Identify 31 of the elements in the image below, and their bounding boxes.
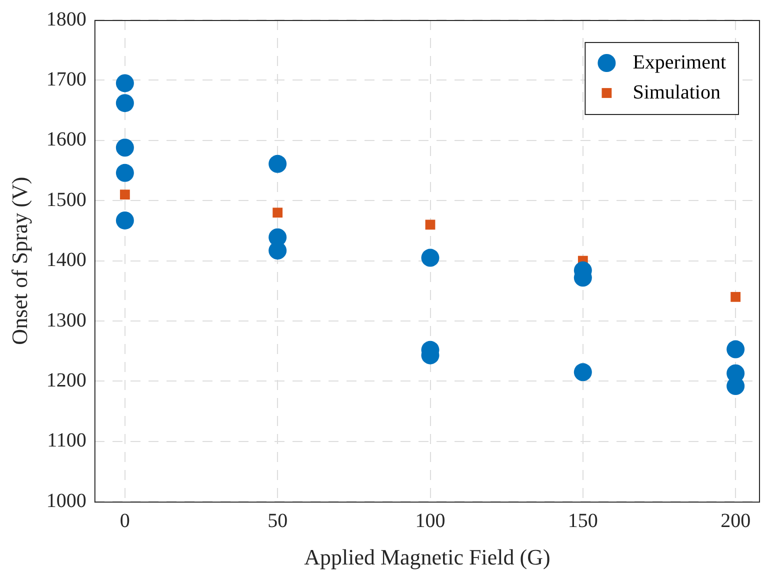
point: [116, 74, 134, 92]
x-tick-label: 50: [268, 510, 288, 532]
point: [116, 138, 134, 157]
legend-label: Simulation: [632, 81, 720, 104]
point: [574, 363, 592, 382]
y-tick-label: 1200: [46, 369, 86, 392]
y-tick-label: 1700: [46, 68, 86, 90]
y-tick-label: 1300: [46, 309, 86, 332]
y-axis-title: Onset of Spray (V): [6, 176, 32, 345]
x-tick-label: 0: [120, 510, 130, 532]
point: [730, 292, 741, 302]
x-tick-label: 200: [720, 510, 751, 532]
point: [116, 211, 134, 230]
y-tick-label: 1500: [46, 188, 86, 211]
point: [116, 94, 134, 112]
point: [116, 164, 134, 182]
point: [425, 220, 436, 230]
y-tick-label: 1400: [46, 249, 86, 272]
y-tick-label: 1100: [47, 430, 86, 452]
legend-label: Experiment: [632, 51, 726, 74]
x-tick-label: 150: [568, 510, 598, 532]
point: [272, 208, 283, 218]
point: [120, 190, 130, 200]
y-tick-label: 1600: [46, 128, 86, 151]
x-tick-label: 100: [415, 510, 446, 532]
y-tick-label: 1800: [46, 8, 86, 30]
point: [726, 340, 745, 358]
y-tick-label: 1000: [46, 490, 86, 512]
point: [421, 248, 440, 267]
point: [268, 154, 287, 173]
x-axis-title: Applied Magnetic Field (G): [304, 544, 550, 570]
